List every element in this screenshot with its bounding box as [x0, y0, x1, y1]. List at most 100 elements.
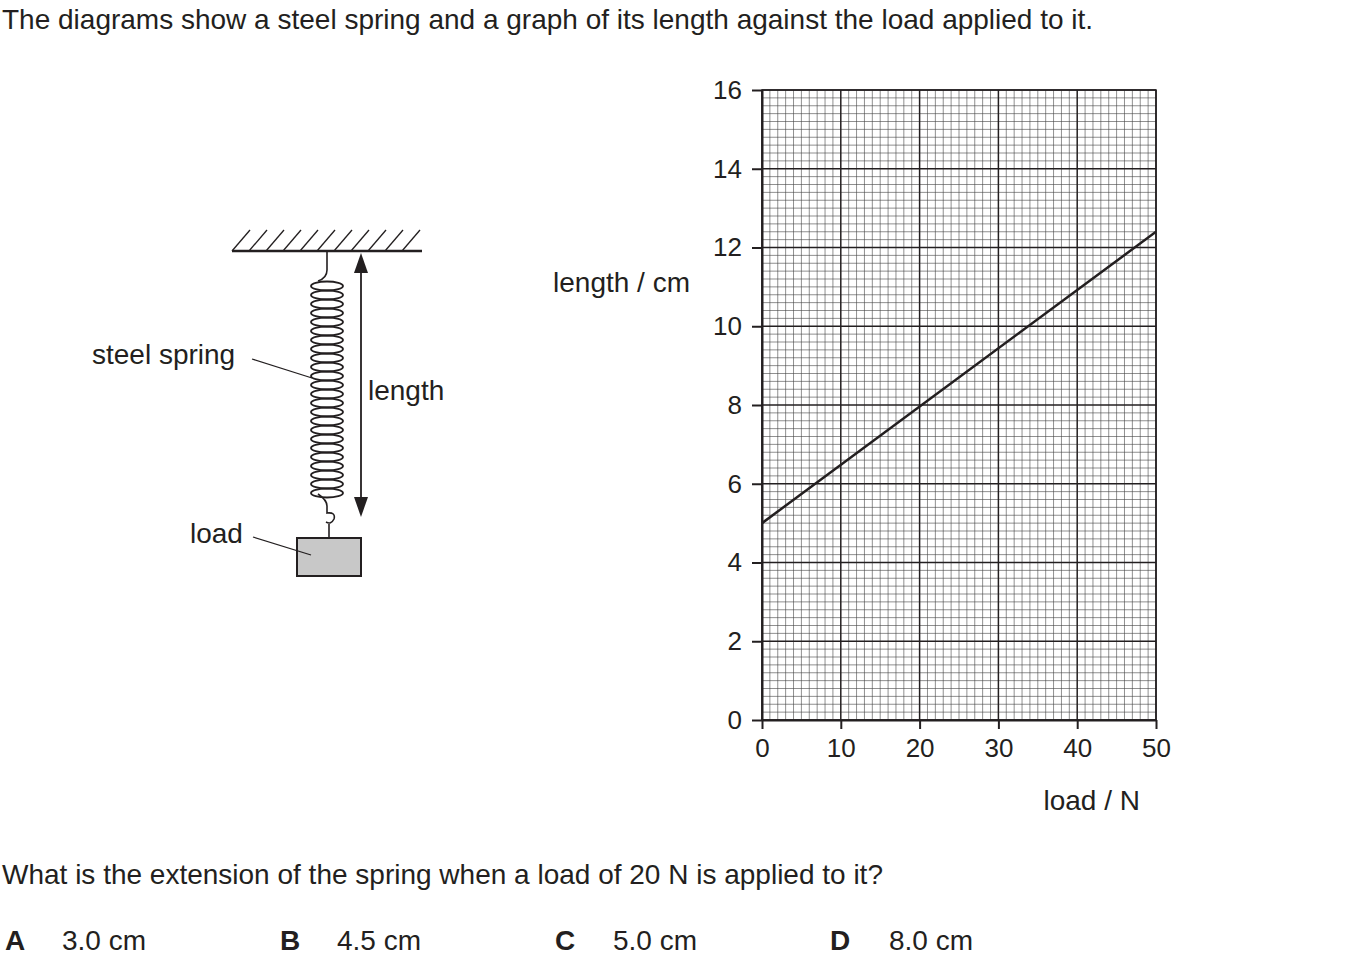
minor-grid-line [762, 625, 1156, 626]
tick: 10 [827, 720, 856, 763]
hatch [334, 230, 352, 251]
minor-grid-line [762, 239, 1156, 240]
minor-grid-line [762, 223, 1156, 224]
tick: 30 [984, 720, 1013, 763]
hatch [283, 230, 301, 251]
minor-grid-line [762, 365, 1156, 366]
minor-grid-line [762, 137, 1156, 138]
grid-line [762, 483, 1156, 485]
minor-grid-line [762, 523, 1156, 524]
spring-coil [311, 444, 343, 453]
spring-coil [311, 417, 343, 426]
minor-grid-line [762, 546, 1156, 547]
x-axis: 01020304050 [755, 720, 1171, 763]
spring-coil [311, 336, 343, 345]
y-axis: 0246810121416 [713, 75, 762, 735]
minor-grid-line [762, 373, 1156, 374]
tick-mark [752, 326, 762, 328]
tick: 14 [713, 154, 762, 184]
tick-label: 6 [728, 469, 742, 499]
tick-label: 40 [1063, 733, 1092, 763]
minor-grid-line [762, 176, 1156, 177]
spring-coil [311, 327, 343, 336]
minor-grid-line [762, 231, 1156, 232]
minor-grid-line [762, 452, 1156, 453]
minor-grid-line [762, 342, 1156, 343]
minor-grid-line [762, 507, 1156, 508]
tick: 0 [728, 705, 762, 735]
spring-hook [318, 494, 334, 523]
tick-mark [752, 641, 762, 643]
minor-grid-line [762, 153, 1156, 154]
tick-mark [752, 405, 762, 407]
minor-grid-line [762, 208, 1156, 209]
hatch [385, 230, 403, 251]
page: The diagrams show a steel spring and a g… [0, 0, 1355, 963]
grid [762, 90, 1156, 720]
spring-coil [311, 453, 343, 462]
option-text: 8.0 cm [889, 925, 973, 956]
tick: 16 [713, 75, 762, 105]
minor-grid-line [762, 412, 1156, 413]
spring-coil [311, 300, 343, 309]
option-text: 3.0 cm [62, 925, 146, 956]
load-block [297, 538, 361, 576]
minor-grid-line [762, 554, 1156, 555]
arrow-head [354, 497, 368, 517]
minor-grid-line [762, 475, 1156, 476]
arrow-head [354, 253, 368, 273]
axis-line [763, 720, 1157, 722]
tick: 12 [713, 232, 762, 262]
minor-grid-line [762, 381, 1156, 382]
spring-coil [311, 309, 343, 318]
tick: 2 [728, 626, 762, 656]
hatch [317, 230, 335, 251]
tick-label: 12 [713, 232, 742, 262]
minor-grid-line [762, 286, 1156, 287]
minor-grid-line [762, 113, 1156, 114]
minor-grid-line [762, 468, 1156, 469]
minor-grid-line [762, 617, 1156, 618]
tick-label: 50 [1142, 733, 1171, 763]
spring-coil [311, 318, 343, 327]
minor-grid-line [762, 160, 1156, 161]
option-letter: B [280, 925, 300, 956]
minor-grid-line [762, 680, 1156, 681]
minor-grid-line [762, 538, 1156, 539]
hatch [232, 230, 250, 251]
tick-label: 8 [728, 390, 742, 420]
tick-mark [998, 720, 1000, 729]
minor-grid-line [762, 515, 1156, 516]
minor-grid-line [762, 255, 1156, 256]
hatch [249, 230, 267, 251]
hatch [351, 230, 369, 251]
spring-coil [311, 291, 343, 300]
minor-grid-line [762, 302, 1156, 303]
minor-grid-line [762, 460, 1156, 461]
spring-coil [311, 480, 343, 489]
minor-grid-line [762, 349, 1156, 350]
tick-mark [752, 483, 762, 485]
grid-line [762, 326, 1156, 328]
minor-grid-line [762, 294, 1156, 295]
intro-text: The diagrams show a steel spring and a g… [2, 4, 1093, 35]
tick: 50 [1142, 720, 1171, 763]
minor-grid-line [762, 436, 1156, 437]
minor-grid-line [762, 200, 1156, 201]
leader-line [252, 359, 312, 378]
tick-label: 2 [728, 626, 742, 656]
tick-label: 10 [713, 311, 742, 341]
length-arrow [360, 268, 362, 500]
minor-grid-line [762, 688, 1156, 689]
spring-coil [311, 282, 343, 291]
tick: 10 [713, 311, 762, 341]
tick-mark [752, 168, 762, 170]
tick: 6 [728, 469, 762, 499]
minor-grid-line [762, 271, 1156, 272]
minor-grid-line [762, 121, 1156, 122]
option-letter: A [5, 925, 25, 956]
tick-label: 10 [827, 733, 856, 763]
load-hook [328, 524, 330, 538]
minor-grid-line [762, 318, 1156, 319]
tick-mark [752, 247, 762, 249]
